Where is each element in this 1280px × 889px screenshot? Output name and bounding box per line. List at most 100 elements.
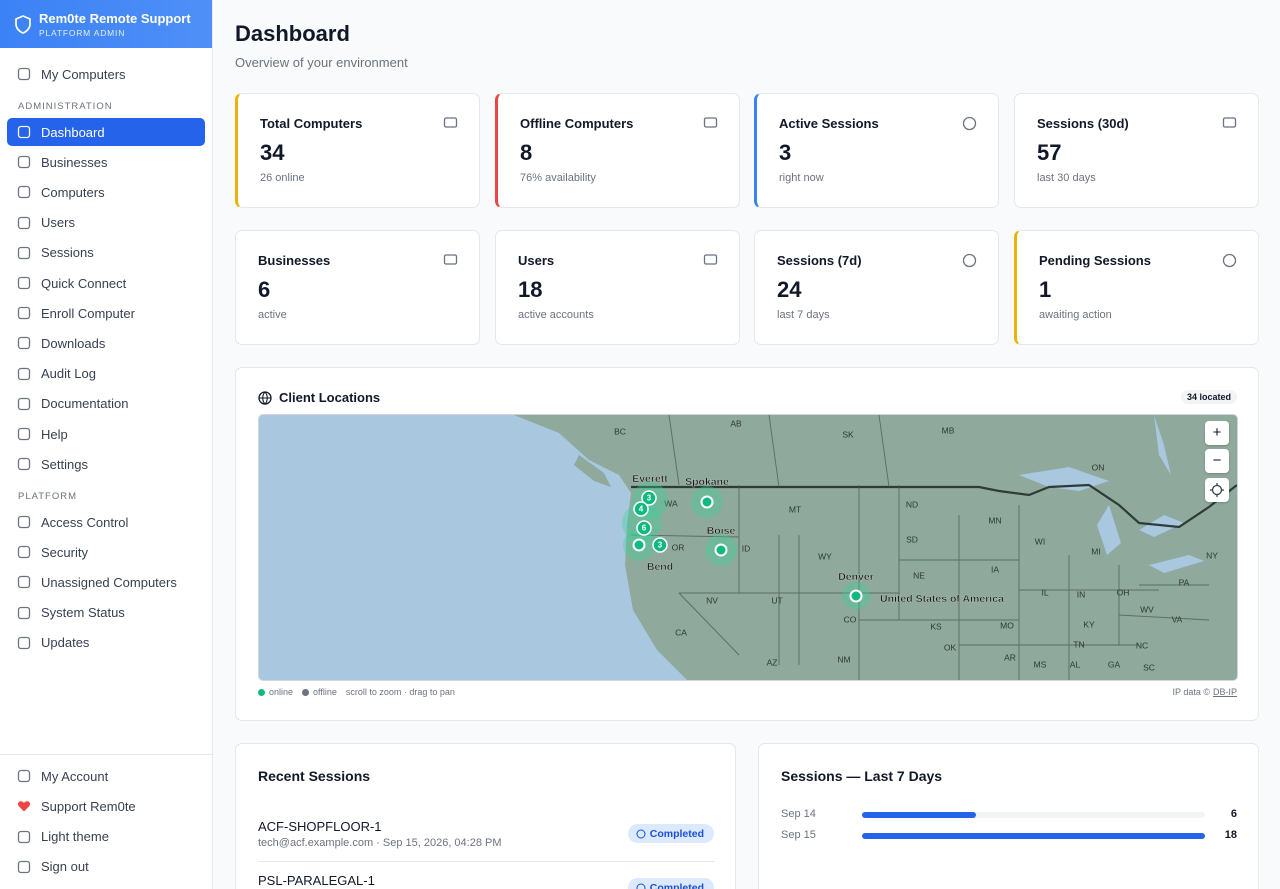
- nav-item[interactable]: My Computers: [7, 60, 205, 88]
- nav-item[interactable]: Access Control: [7, 508, 205, 536]
- nav-item[interactable]: Businesses: [7, 148, 205, 176]
- icon-shape: [962, 253, 977, 268]
- stat-label: Offline Computers: [520, 116, 634, 131]
- stat-note: active accounts: [518, 309, 594, 321]
- nav-item[interactable]: Sessions: [7, 239, 205, 267]
- icon-shape: [636, 883, 646, 889]
- sidebar-divider: [0, 754, 212, 755]
- region-label: IA: [991, 564, 999, 574]
- nav-item[interactable]: Documentation: [7, 390, 205, 418]
- icon-shape: [17, 458, 31, 471]
- nav-icon: [17, 769, 31, 783]
- nav-item[interactable]: Light theme: [7, 823, 205, 851]
- nav-item[interactable]: Security: [7, 538, 205, 566]
- nav-item[interactable]: Audit Log: [7, 360, 205, 388]
- legend-label: online: [269, 687, 294, 697]
- icon-shape: [17, 606, 31, 619]
- legend-dot: [258, 688, 265, 696]
- locate-button[interactable]: [1205, 478, 1229, 502]
- icon-shape: [17, 276, 31, 290]
- brand-icon: [15, 15, 31, 34]
- status-icon: [636, 883, 646, 889]
- stat-note: last 30 days: [1037, 172, 1096, 184]
- nav-item[interactable]: Updates: [7, 629, 205, 657]
- city-label: Bend: [647, 561, 673, 573]
- status-icon: [636, 829, 646, 838]
- stat-value: 34: [260, 140, 285, 165]
- status-text: Completed: [649, 827, 704, 840]
- nav-item[interactable]: Unassigned Computers: [7, 568, 205, 596]
- nav-icon: [17, 276, 31, 290]
- icon-shape: [1222, 253, 1237, 268]
- icon-shape: [1210, 483, 1224, 497]
- stat-value: 6: [258, 277, 271, 302]
- map-hint: scroll to zoom · drag to pan: [345, 687, 455, 697]
- cluster-marker[interactable]: [652, 537, 668, 553]
- nav-item[interactable]: Quick Connect: [7, 269, 205, 297]
- location-marker[interactable]: [700, 495, 714, 509]
- nav-item[interactable]: Computers: [7, 178, 205, 206]
- page-title: Dashboard: [235, 21, 350, 46]
- cluster-count: 4: [639, 505, 644, 514]
- location-marker[interactable]: [632, 538, 646, 552]
- session-name: ACF-SHOPFLOOR-1: [258, 819, 382, 834]
- nav-section-title: PLATFORM: [18, 491, 78, 502]
- status-badge: Completed: [627, 824, 714, 843]
- nav-label: Help: [41, 426, 68, 442]
- nav-icon: [17, 337, 31, 350]
- region-label: KY: [1083, 619, 1095, 629]
- bar-value: 6: [1230, 808, 1237, 820]
- region-label: NV: [706, 595, 718, 605]
- icon-shape: [17, 546, 31, 559]
- icon-shape: [17, 246, 31, 259]
- location-marker[interactable]: [849, 589, 863, 603]
- nav-item[interactable]: Settings: [7, 450, 205, 478]
- cluster-marker[interactable]: [636, 520, 652, 536]
- nav-item[interactable]: My Account: [7, 762, 205, 790]
- nav-label: Sessions: [41, 245, 94, 261]
- bar-value: 18: [1224, 829, 1237, 841]
- icon-shape: [443, 254, 458, 265]
- nav-item[interactable]: Downloads: [7, 329, 205, 357]
- legend-label: offline: [313, 687, 337, 697]
- nav-item[interactable]: Help: [7, 420, 205, 448]
- region-label: AB: [730, 418, 742, 428]
- bar: [862, 812, 977, 818]
- status-badge: Completed: [627, 878, 714, 889]
- cluster-marker[interactable]: [633, 501, 649, 517]
- session-detail: tech@acf.example.com · Sep 15, 2026, 04:…: [258, 837, 502, 849]
- brand-title: Rem0te Remote Support: [39, 11, 191, 26]
- nav-item[interactable]: System Status: [7, 599, 205, 627]
- zoom-button[interactable]: +: [1205, 421, 1229, 445]
- island: [574, 455, 611, 487]
- map[interactable]: BC AB SK MB ON WA MT ND MN WI MI NY OR ID WY SD IA NE IL IN…: [258, 414, 1238, 681]
- located-badge: 34 located: [1180, 390, 1237, 404]
- region-label: GA: [1108, 659, 1121, 669]
- location-marker[interactable]: [714, 543, 728, 557]
- nav-item[interactable]: Sign out: [7, 853, 205, 881]
- icon-shape: [1222, 117, 1237, 128]
- city-label: Boise: [707, 525, 736, 537]
- nav-item[interactable]: Support Rem0te: [7, 792, 205, 820]
- nav-icon: [17, 576, 31, 589]
- region-label: OK: [944, 642, 957, 652]
- nav-item[interactable]: Enroll Computer: [7, 299, 205, 327]
- nav-icon: [17, 186, 31, 199]
- region-label: WA: [664, 498, 678, 508]
- nav-item[interactable]: Users: [7, 209, 205, 237]
- bar-category: Sep 14: [781, 808, 816, 820]
- nav-item[interactable]: Dashboard: [7, 118, 205, 146]
- zoom-button[interactable]: −: [1205, 449, 1229, 473]
- cluster-marker[interactable]: [641, 490, 657, 506]
- nav-icon: [17, 515, 31, 529]
- map-legend: online offline scroll to zoom · drag to pa…: [258, 687, 455, 697]
- credit-link[interactable]: DB-IP: [1212, 687, 1237, 697]
- stat-note: 76% availability: [520, 172, 596, 184]
- icon-shape: [17, 367, 31, 380]
- cluster-count: 6: [642, 524, 647, 533]
- nav-label: Unassigned Computers: [41, 574, 177, 590]
- icon-shape: [17, 427, 31, 441]
- city-label: Everett: [632, 473, 668, 485]
- credit-text: IP data ©: [1172, 687, 1210, 697]
